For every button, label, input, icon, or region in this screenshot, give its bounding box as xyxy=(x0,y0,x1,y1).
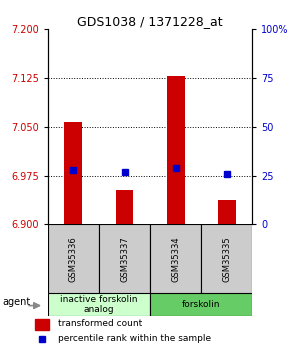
Text: percentile rank within the sample: percentile rank within the sample xyxy=(58,334,211,343)
Title: GDS1038 / 1371228_at: GDS1038 / 1371228_at xyxy=(77,15,223,28)
Text: GSM35334: GSM35334 xyxy=(171,236,180,282)
Bar xyxy=(201,224,252,293)
Text: GSM35336: GSM35336 xyxy=(69,236,78,282)
Bar xyxy=(218,199,236,224)
Text: inactive forskolin
analog: inactive forskolin analog xyxy=(60,295,138,314)
Text: GSM35337: GSM35337 xyxy=(120,236,129,282)
Bar xyxy=(48,293,150,316)
Text: forskolin: forskolin xyxy=(182,300,220,309)
Bar xyxy=(150,224,201,293)
Text: agent: agent xyxy=(2,297,31,307)
Text: GSM35335: GSM35335 xyxy=(222,236,231,282)
Bar xyxy=(167,76,184,224)
Text: transformed count: transformed count xyxy=(58,319,142,328)
Bar xyxy=(150,293,252,316)
Bar xyxy=(99,224,150,293)
Bar xyxy=(116,190,133,224)
Bar xyxy=(64,121,82,224)
Bar xyxy=(35,319,49,330)
Bar xyxy=(48,224,99,293)
